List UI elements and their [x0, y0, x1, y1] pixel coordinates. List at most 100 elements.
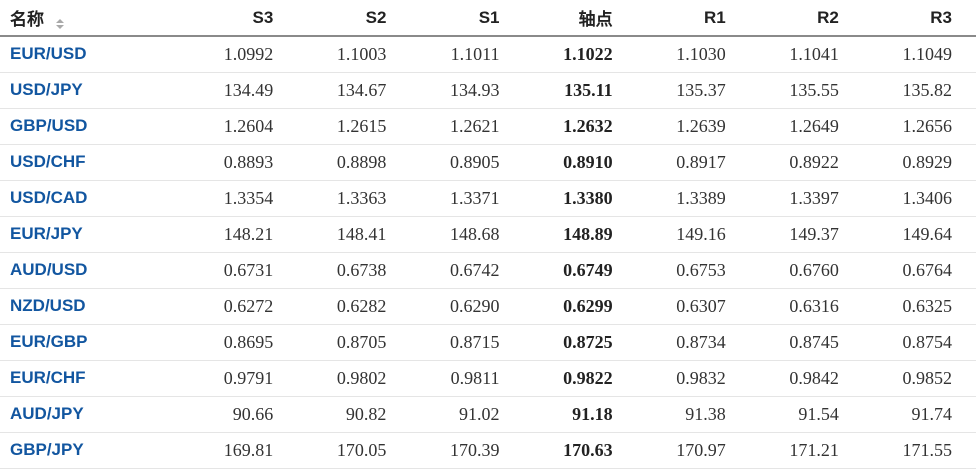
value-cell-s3: 0.9791: [184, 360, 298, 397]
pair-link[interactable]: NZD/USD: [10, 296, 86, 315]
value-cell-pivot: 1.1022: [523, 36, 637, 73]
value-cell-r1: 149.16: [636, 216, 750, 253]
value-cell-r2: 1.1041: [749, 36, 863, 73]
column-header-s1[interactable]: S1: [410, 0, 524, 37]
table-row: USD/CAD 1.3354 1.3363 1.3371 1.3380 1.33…: [0, 180, 976, 217]
column-header-pivot[interactable]: 轴点: [523, 0, 637, 37]
pair-name-cell: AUD/USD: [0, 252, 185, 289]
sort-icon[interactable]: [55, 19, 64, 29]
table-row: GBP/JPY 169.81 170.05 170.39 170.63 170.…: [0, 432, 976, 469]
value-cell-s1: 1.1011: [410, 36, 524, 73]
value-cell-r3: 1.3406: [862, 180, 976, 217]
value-cell-r1: 91.38: [636, 396, 750, 433]
value-cell-s1: 1.2621: [410, 108, 524, 145]
value-cell-r3: 91.74: [862, 396, 976, 433]
pair-link[interactable]: EUR/JPY: [10, 224, 83, 243]
value-cell-s3: 134.49: [184, 72, 298, 109]
pair-name-cell: NZD/USD: [0, 288, 185, 325]
value-cell-r3: 135.82: [862, 72, 976, 109]
value-cell-pivot: 0.6749: [523, 252, 637, 289]
value-cell-s3: 90.66: [184, 396, 298, 433]
value-cell-s2: 134.67: [297, 72, 411, 109]
pair-name-cell: GBP/JPY: [0, 432, 185, 469]
pair-name-cell: EUR/CHF: [0, 360, 185, 397]
value-cell-pivot: 148.89: [523, 216, 637, 253]
value-cell-s1: 0.8715: [410, 324, 524, 361]
value-cell-s3: 0.6272: [184, 288, 298, 325]
pair-link[interactable]: AUD/JPY: [10, 404, 84, 423]
value-cell-s2: 170.05: [297, 432, 411, 469]
value-cell-s2: 0.6282: [297, 288, 411, 325]
value-cell-s1: 148.68: [410, 216, 524, 253]
value-cell-r2: 1.3397: [749, 180, 863, 217]
value-cell-r2: 0.9842: [749, 360, 863, 397]
value-cell-r3: 0.6325: [862, 288, 976, 325]
pair-link[interactable]: USD/CAD: [10, 188, 88, 207]
table-row: EUR/USD 1.0992 1.1003 1.1011 1.1022 1.10…: [0, 36, 976, 73]
column-header-name[interactable]: 名称: [0, 0, 185, 37]
value-cell-r1: 1.1030: [636, 36, 750, 73]
table-row: USD/CHF 0.8893 0.8898 0.8905 0.8910 0.89…: [0, 144, 976, 181]
table-body: EUR/USD 1.0992 1.1003 1.1011 1.1022 1.10…: [0, 36, 976, 469]
value-cell-r3: 0.8929: [862, 144, 976, 181]
value-cell-pivot: 0.9822: [523, 360, 637, 397]
column-header-r3[interactable]: R3: [862, 0, 976, 37]
pair-link[interactable]: AUD/USD: [10, 260, 88, 279]
value-cell-r1: 0.8734: [636, 324, 750, 361]
value-cell-s3: 1.2604: [184, 108, 298, 145]
value-cell-r3: 171.55: [862, 432, 976, 469]
value-cell-s1: 0.8905: [410, 144, 524, 181]
pair-name-cell: AUD/JPY: [0, 396, 185, 433]
column-header-s2[interactable]: S2: [297, 0, 411, 37]
value-cell-pivot: 0.8910: [523, 144, 637, 181]
column-header-r1[interactable]: R1: [636, 0, 750, 37]
value-cell-s1: 134.93: [410, 72, 524, 109]
pair-name-cell: USD/CAD: [0, 180, 185, 217]
value-cell-r2: 0.8745: [749, 324, 863, 361]
value-cell-s2: 0.9802: [297, 360, 411, 397]
table-row: USD/JPY 134.49 134.67 134.93 135.11 135.…: [0, 72, 976, 109]
value-cell-r2: 0.6760: [749, 252, 863, 289]
column-header-r2[interactable]: R2: [749, 0, 863, 37]
value-cell-s1: 0.6290: [410, 288, 524, 325]
value-cell-r2: 171.21: [749, 432, 863, 469]
value-cell-s3: 148.21: [184, 216, 298, 253]
pair-link[interactable]: EUR/USD: [10, 44, 87, 64]
pair-link[interactable]: USD/CHF: [10, 152, 86, 171]
pair-name-cell: USD/JPY: [0, 72, 185, 109]
value-cell-s2: 0.8898: [297, 144, 411, 181]
value-cell-r3: 0.8754: [862, 324, 976, 361]
table-row: AUD/USD 0.6731 0.6738 0.6742 0.6749 0.67…: [0, 252, 976, 289]
value-cell-s2: 1.2615: [297, 108, 411, 145]
sort-down-arrow-icon: [55, 25, 64, 29]
value-cell-s2: 1.1003: [297, 36, 411, 73]
value-cell-s1: 170.39: [410, 432, 524, 469]
table-row: NZD/USD 0.6272 0.6282 0.6290 0.6299 0.63…: [0, 288, 976, 325]
pair-link[interactable]: GBP/JPY: [10, 440, 84, 459]
pair-link[interactable]: EUR/GBP: [10, 332, 88, 351]
value-cell-pivot: 0.6299: [523, 288, 637, 325]
value-cell-s3: 1.3354: [184, 180, 298, 217]
value-cell-r2: 91.54: [749, 396, 863, 433]
value-cell-s1: 1.3371: [410, 180, 524, 217]
table-row: EUR/CHF 0.9791 0.9802 0.9811 0.9822 0.98…: [0, 360, 976, 397]
column-header-s3[interactable]: S3: [184, 0, 298, 37]
value-cell-r3: 0.6764: [862, 252, 976, 289]
value-cell-s2: 0.6738: [297, 252, 411, 289]
value-cell-s2: 90.82: [297, 396, 411, 433]
value-cell-r1: 0.6307: [636, 288, 750, 325]
value-cell-r1: 135.37: [636, 72, 750, 109]
sort-up-arrow-icon: [55, 19, 64, 23]
pair-link[interactable]: USD/JPY: [10, 80, 83, 99]
value-cell-pivot: 170.63: [523, 432, 637, 469]
value-cell-s3: 0.8893: [184, 144, 298, 181]
table-row: GBP/USD 1.2604 1.2615 1.2621 1.2632 1.26…: [0, 108, 976, 145]
value-cell-r2: 0.8922: [749, 144, 863, 181]
value-cell-r1: 0.9832: [636, 360, 750, 397]
table-row: AUD/JPY 90.66 90.82 91.02 91.18 91.38 91…: [0, 396, 976, 433]
pair-link[interactable]: GBP/USD: [10, 116, 88, 135]
value-cell-r2: 149.37: [749, 216, 863, 253]
header-row: 名称 S3 S2 S1 轴点 R1 R2 R3: [0, 0, 976, 37]
pair-link[interactable]: EUR/CHF: [10, 368, 86, 387]
